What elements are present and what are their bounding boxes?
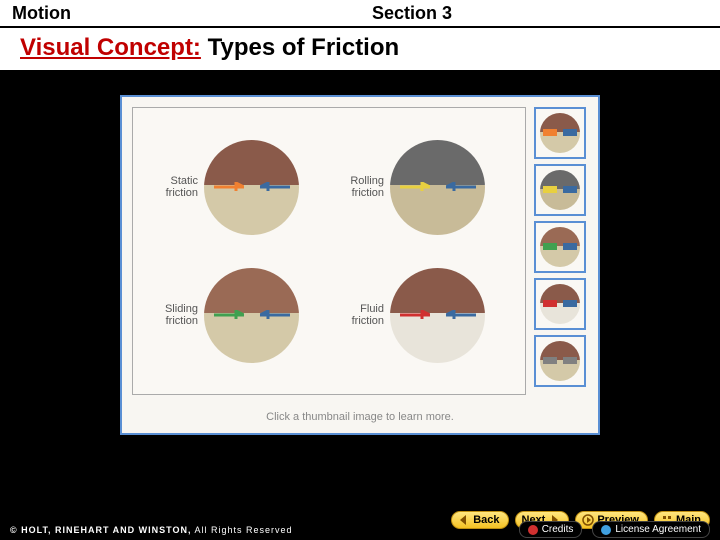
cell-label: Static friction xyxy=(143,175,198,199)
cell-label: Sliding friction xyxy=(143,303,198,327)
copyright-brand: © HOLT, RINEHART AND WINSTON, xyxy=(10,525,191,535)
copyright-rest: All Rights Reserved xyxy=(191,525,292,535)
content-area: Static friction Rolling friction Sliding f… xyxy=(0,70,720,500)
license-label: License Agreement xyxy=(615,524,701,535)
thumbnail[interactable] xyxy=(534,107,586,159)
concept-panel: Static friction Rolling friction Sliding f… xyxy=(120,95,600,435)
credits-label: Credits xyxy=(542,524,574,535)
title-suffix: Types of Friction xyxy=(201,34,399,61)
header-bar: Motion Section 3 xyxy=(0,0,720,28)
friction-cell: Rolling friction xyxy=(329,123,515,251)
friction-cell: Static friction xyxy=(143,123,329,251)
thumbnail-strip xyxy=(526,107,588,395)
panel-body: Static friction Rolling friction Sliding f… xyxy=(122,97,598,405)
main-grid: Static friction Rolling friction Sliding f… xyxy=(132,107,526,395)
friction-cell: Sliding friction xyxy=(143,251,329,379)
friction-circle xyxy=(204,268,299,363)
copyright: © HOLT, RINEHART AND WINSTON, All Rights… xyxy=(10,525,519,535)
thumbnail[interactable] xyxy=(534,335,586,387)
friction-cell: Fluid friction xyxy=(329,251,515,379)
credits-icon xyxy=(528,525,538,535)
thumbnail[interactable] xyxy=(534,164,586,216)
credits-button[interactable]: Credits xyxy=(519,521,583,538)
header-left: Motion xyxy=(0,0,360,26)
panel-footer-text: Click a thumbnail image to learn more. xyxy=(122,405,598,433)
friction-circle xyxy=(390,140,485,235)
title-prefix: Visual Concept: xyxy=(20,34,201,61)
thumbnail[interactable] xyxy=(534,278,586,330)
license-button[interactable]: License Agreement xyxy=(592,521,710,538)
cell-label: Rolling friction xyxy=(329,175,384,199)
friction-circle xyxy=(390,268,485,363)
thumbnail[interactable] xyxy=(534,221,586,273)
friction-circle xyxy=(204,140,299,235)
header-right: Section 3 xyxy=(360,0,720,26)
title-bar: Visual Concept: Types of Friction xyxy=(0,28,720,70)
cell-label: Fluid friction xyxy=(329,303,384,327)
license-icon xyxy=(601,525,611,535)
